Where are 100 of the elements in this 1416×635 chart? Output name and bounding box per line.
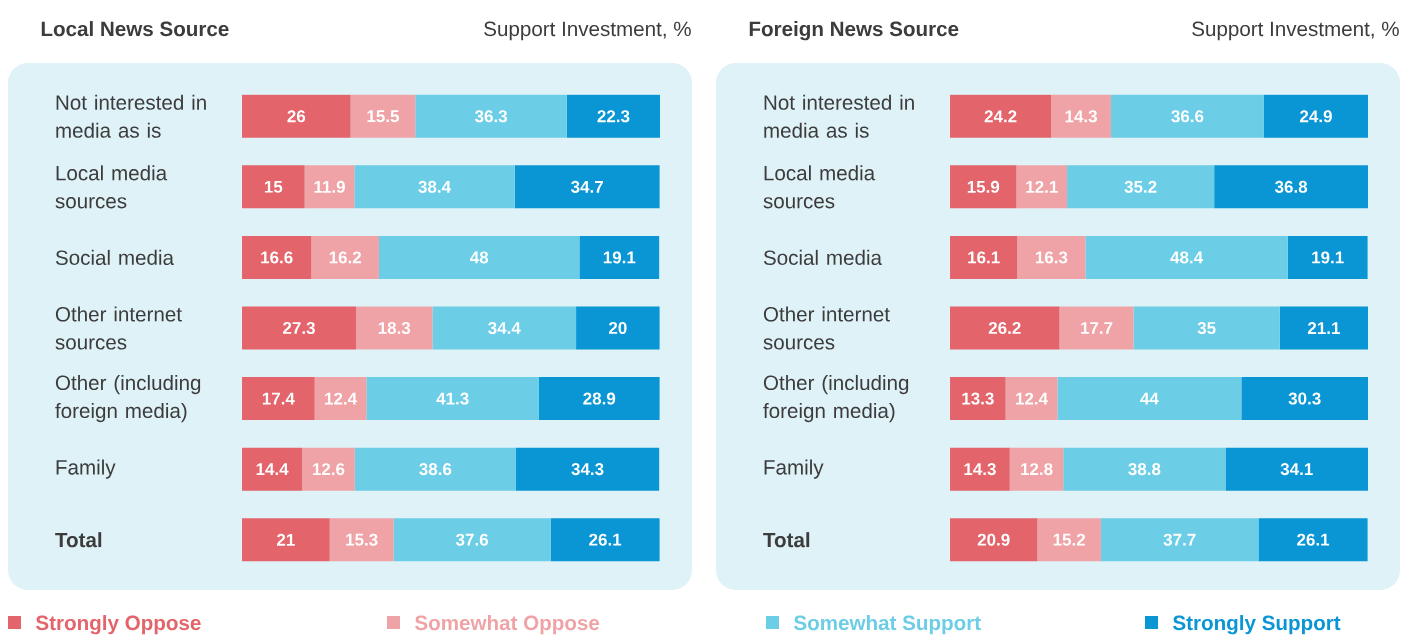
data-label: 38.4 [418, 180, 451, 193]
data-label: 15.3 [346, 533, 378, 546]
bar [1110, 94, 1264, 138]
data-label: 48.4 [1170, 251, 1204, 264]
bar [1225, 447, 1369, 491]
bar [356, 306, 433, 350]
data-label: 21 [277, 533, 295, 546]
data-label: 19.1 [1312, 251, 1344, 264]
y-tick-label: Family [56, 459, 116, 479]
legend-label: Somewhat Oppose [415, 615, 600, 635]
bar [242, 165, 305, 209]
y-tick-label: Total [763, 532, 810, 548]
bar [1063, 447, 1226, 491]
data-label: 44 [1140, 392, 1159, 405]
data-label: 14.3 [1065, 110, 1097, 123]
bar [1133, 306, 1280, 350]
data-label: 30.3 [1288, 392, 1321, 405]
bar [1100, 518, 1259, 562]
bar [354, 165, 515, 209]
data-label: 16.1 [968, 251, 1000, 264]
legend-label: Somewhat Support [794, 615, 981, 635]
bar [576, 306, 660, 350]
bar [1258, 518, 1368, 562]
chart-title: Foreign News Source [749, 21, 959, 41]
bar [1057, 377, 1242, 421]
bar [350, 94, 416, 138]
bar [242, 518, 330, 562]
bar [1016, 165, 1068, 209]
y-tick-label: Other (including foreign media) [763, 374, 909, 423]
data-label: 19.1 [603, 251, 636, 264]
data-label: 34.1 [1280, 463, 1313, 476]
bar [366, 377, 539, 421]
bar [579, 235, 660, 279]
data-label: 26.1 [1297, 533, 1330, 546]
bar [354, 447, 516, 491]
data-label: 35 [1197, 321, 1216, 335]
bar [550, 518, 660, 562]
data-label: 14.4 [256, 463, 289, 475]
data-label: 41.3 [436, 392, 469, 405]
data-label: 38.6 [419, 463, 452, 476]
bar [1005, 377, 1058, 421]
bar [1017, 235, 1086, 279]
data-label: 20 [608, 321, 627, 334]
data-label: 15.2 [1053, 533, 1086, 546]
bar [950, 235, 1018, 279]
data-label: 18.3 [378, 321, 411, 335]
data-label: 12.4 [325, 392, 358, 405]
bar [1037, 518, 1101, 562]
data-label: 21.1 [1307, 322, 1340, 334]
bar [302, 447, 355, 491]
bar [314, 377, 367, 421]
data-label: 17.4 [262, 392, 295, 405]
y-tick-label: Social media [55, 249, 174, 265]
data-label: 20.9 [977, 533, 1010, 546]
data-label: 27.3 [283, 321, 315, 335]
y-tick-label: Social media [763, 249, 882, 265]
bar [950, 447, 1010, 491]
bar [566, 94, 661, 138]
chart-title: Local News Source [41, 21, 229, 37]
bar [950, 377, 1006, 421]
data-label: 37.7 [1163, 533, 1196, 546]
bar [515, 447, 660, 491]
bar [329, 518, 394, 562]
bar [1085, 235, 1288, 279]
y-tick-label: Local media sources [763, 165, 876, 209]
y-tick-label: Not interested in media as is [764, 94, 914, 138]
legend-label: Strongly Oppose [36, 615, 201, 635]
legend-label: Strongly Support [1173, 615, 1341, 635]
bar [1067, 165, 1215, 209]
y-tick-label: Total [55, 532, 102, 548]
y-tick-label: Not interested in media as is [56, 94, 206, 138]
data-label: 36.6 [1171, 110, 1204, 123]
bar [514, 165, 660, 209]
bar [1279, 306, 1369, 350]
data-label: 35.2 [1124, 180, 1157, 193]
bar [242, 94, 351, 138]
bar [1009, 447, 1064, 491]
bar [1051, 94, 1111, 138]
bar [950, 165, 1017, 209]
data-label: 16.3 [1035, 251, 1068, 264]
data-label: 12.1 [1026, 180, 1058, 193]
data-label: 17.7 [1081, 322, 1113, 334]
data-label: 15 [264, 180, 283, 193]
data-label: 11.9 [314, 180, 345, 193]
bar [950, 518, 1038, 562]
data-label: 13.3 [962, 392, 994, 405]
data-label: 26.1 [589, 533, 622, 546]
chart-subtitle: Support Investment, % [484, 21, 691, 41]
data-label: 36.3 [474, 110, 508, 123]
data-label: 34.4 [488, 321, 521, 335]
bar [378, 235, 580, 279]
data-label: 12.6 [312, 463, 345, 476]
data-label: 12.8 [1021, 463, 1053, 476]
data-label: 14.3 [964, 463, 996, 476]
chart-subtitle: Support Investment, % [1192, 21, 1399, 41]
bar [393, 518, 551, 562]
y-tick-label: Other (including foreign media) [55, 374, 201, 423]
data-label: 15.5 [367, 110, 399, 123]
bar [950, 94, 1052, 138]
bar [311, 235, 379, 279]
